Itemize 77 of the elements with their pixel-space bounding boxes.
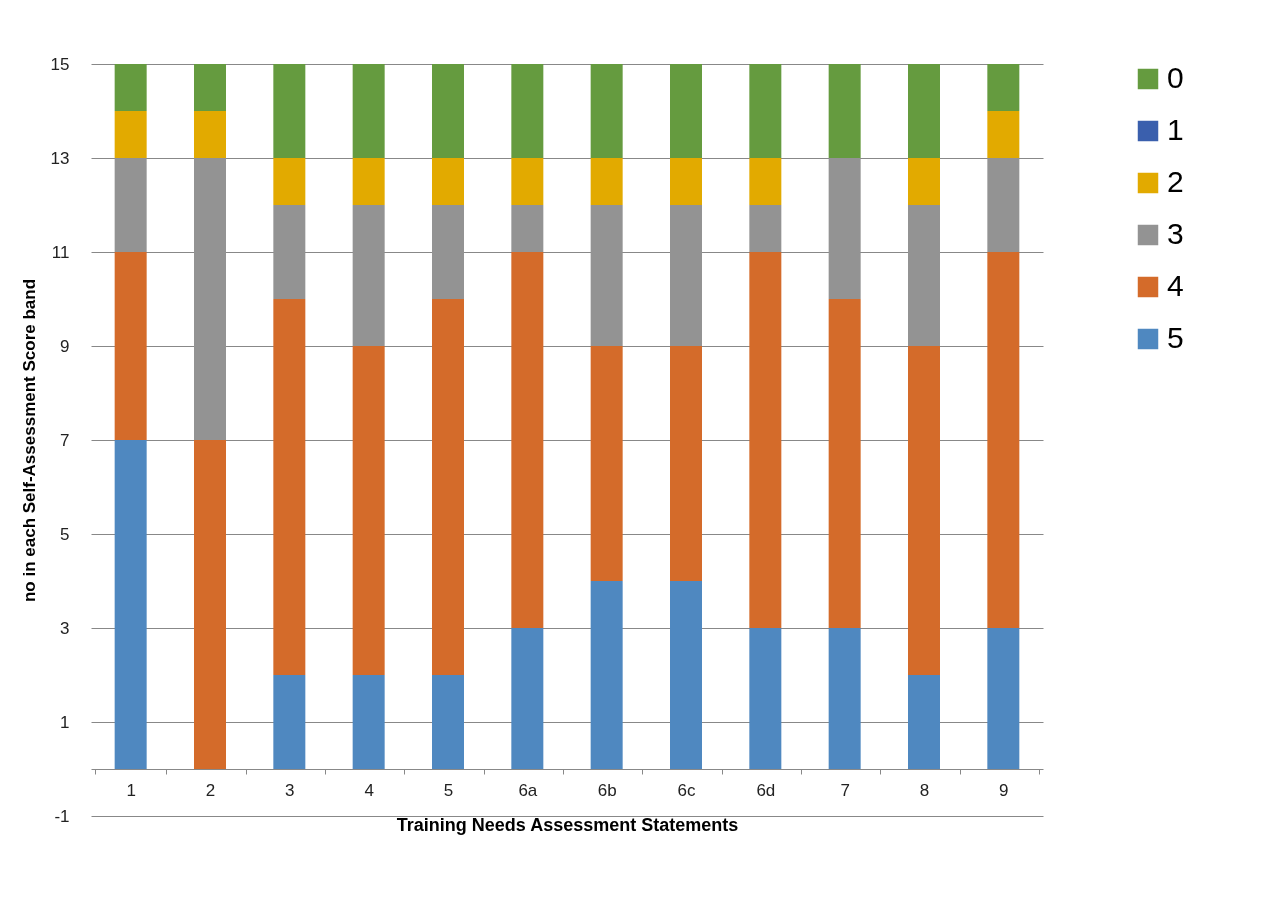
bar xyxy=(511,205,544,252)
x-tick-label: 7 xyxy=(840,780,850,800)
bar xyxy=(670,346,702,581)
bar xyxy=(352,675,385,769)
bar xyxy=(352,346,385,675)
legend-label: 4 xyxy=(1167,269,1184,302)
bar xyxy=(987,64,1020,111)
bar xyxy=(194,64,226,111)
bar xyxy=(908,158,940,205)
bar xyxy=(749,252,782,628)
y-tick-label: 15 xyxy=(50,54,70,74)
bar xyxy=(987,252,1020,628)
y-tick-label: 11 xyxy=(51,242,70,262)
x-tick-label: 9 xyxy=(999,780,1009,800)
bar xyxy=(987,111,1020,158)
legend-label: 0 xyxy=(1167,61,1184,94)
bar xyxy=(828,299,861,628)
bar xyxy=(828,628,861,769)
x-tick-label: 2 xyxy=(205,780,216,800)
x-tick-label: 6a xyxy=(518,780,538,800)
bar xyxy=(511,158,544,205)
y-tick-label: 1 xyxy=(60,712,70,732)
bar xyxy=(273,299,306,675)
x-tick-label: 1 xyxy=(126,780,136,800)
legend-label: 1 xyxy=(1167,113,1184,146)
bar xyxy=(908,64,940,158)
legend-label: 2 xyxy=(1167,165,1184,198)
bar xyxy=(590,158,623,205)
bar xyxy=(908,346,940,675)
bar xyxy=(749,158,782,205)
x-axis-title: Training Needs Assessment Statements xyxy=(396,814,739,835)
y-tick-label: 7 xyxy=(60,430,70,450)
bar xyxy=(273,64,306,158)
bar xyxy=(670,158,702,205)
y-axis-title: no in each Self-Assessment Score band xyxy=(19,278,39,603)
bar xyxy=(194,440,226,769)
bar xyxy=(352,158,385,205)
bar xyxy=(114,111,147,158)
legend-label: 3 xyxy=(1167,217,1184,250)
bar xyxy=(114,64,147,111)
bar xyxy=(352,64,385,158)
y-tick-label: 13 xyxy=(50,148,70,168)
bar xyxy=(511,628,544,769)
y-tick-label: 5 xyxy=(60,524,70,544)
x-tick-label: 3 xyxy=(285,780,295,800)
bar xyxy=(432,299,464,675)
x-tick-label: 6b xyxy=(597,780,617,800)
bar xyxy=(590,346,623,581)
legend-label: 5 xyxy=(1167,321,1184,354)
bar xyxy=(511,64,544,158)
bar xyxy=(749,205,782,252)
bar xyxy=(432,64,464,158)
bar xyxy=(273,158,306,205)
bar xyxy=(749,64,782,158)
x-tick-label: 5 xyxy=(443,780,454,800)
bar xyxy=(590,64,623,158)
bar xyxy=(828,64,861,158)
bar xyxy=(432,675,464,769)
bar xyxy=(432,158,464,205)
y-tick-label: 3 xyxy=(60,618,70,638)
x-tick-label: 6c xyxy=(677,780,696,800)
bar xyxy=(273,675,306,769)
bar xyxy=(749,628,782,769)
bar xyxy=(670,64,702,158)
x-tick-label: 8 xyxy=(919,780,930,800)
bar xyxy=(511,252,544,628)
bar xyxy=(114,440,147,769)
x-tick-label: 6d xyxy=(756,780,776,800)
bar xyxy=(590,581,623,769)
x-tick-label: 4 xyxy=(364,780,374,800)
y-tick-label: -1 xyxy=(54,806,70,826)
bar xyxy=(987,628,1020,769)
bar xyxy=(194,111,226,158)
bar xyxy=(908,675,940,769)
y-tick-label: 9 xyxy=(60,336,70,356)
bar xyxy=(670,581,702,769)
bar xyxy=(114,252,147,440)
